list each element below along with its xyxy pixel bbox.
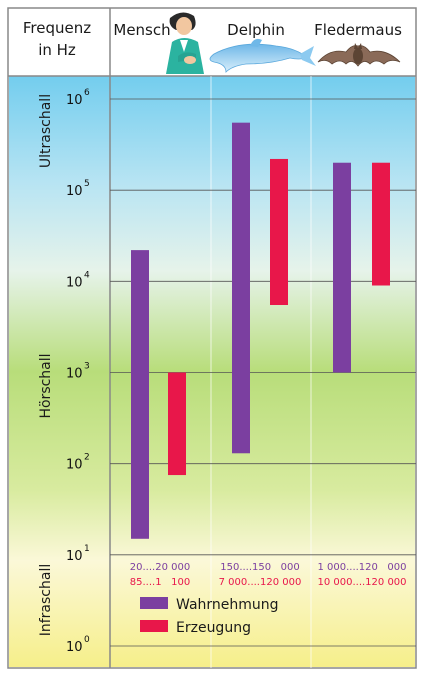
bar-erzeugung-mensch [168, 372, 186, 476]
band-label-hoerschall: Hörschall [38, 353, 54, 418]
bar-wahrnehmung-fledermaus [333, 162, 351, 373]
band-label-infraschall: Infraschall [38, 564, 54, 637]
range-label-wahrnehmung-mensch: 20....20 000 [130, 562, 190, 573]
range-labels: 20....20 000 150....150 000 1 000....120 0… [130, 562, 407, 588]
band-label-ultraschall: Ultraschall [38, 94, 54, 168]
category-label-mensch: Mensch [113, 21, 170, 39]
y-tick-exponent: 0 [84, 635, 90, 645]
bar-erzeugung-fledermaus [372, 162, 390, 286]
y-tick-exponent: 3 [84, 362, 90, 372]
range-label-wahrnehmung-fledermaus: 1 000....120 000 [317, 562, 406, 573]
range-label-erzeugung-mensch: 85....1 100 [130, 577, 190, 588]
legend-swatch-wahrnehmung [140, 597, 168, 609]
y-axis-title-line1: Frequenz [23, 19, 91, 37]
legend: Wahrnehmung Erzeugung [140, 597, 279, 636]
person-illustration [166, 12, 204, 74]
range-label-erzeugung-fledermaus: 10 000....120 000 [317, 577, 406, 588]
y-tick-exponent: 4 [84, 270, 90, 280]
range-label-wahrnehmung-delphin: 150....150 000 [220, 562, 300, 573]
legend-label-erzeugung: Erzeugung [176, 620, 251, 636]
y-tick-base: 10 [66, 184, 83, 199]
range-bars [131, 122, 390, 539]
y-tick-exponent: 5 [84, 179, 90, 189]
category-label-delphin: Delphin [227, 21, 285, 39]
y-tick-base: 10 [66, 275, 83, 290]
y-tick-base: 10 [66, 458, 83, 473]
y-tick-exponent: 2 [84, 453, 90, 463]
dolphin-illustration [209, 38, 316, 73]
y-axis-title-line2: in Hz [38, 41, 76, 59]
y-tick-base: 10 [66, 549, 83, 564]
legend-label-wahrnehmung: Wahrnehmung [176, 597, 279, 613]
y-tick-base: 10 [66, 93, 83, 108]
gridlines [110, 98, 416, 647]
bar-wahrnehmung-delphin [232, 122, 250, 454]
y-tick-base: 10 [66, 367, 83, 382]
bar-wahrnehmung-mensch [131, 250, 149, 539]
y-tick-exponent: 6 [84, 88, 90, 98]
y-tick-base: 10 [66, 640, 83, 655]
y-tick-exponent: 1 [84, 544, 90, 554]
bat-illustration [317, 43, 401, 67]
bar-erzeugung-delphin [270, 158, 288, 306]
range-label-erzeugung-delphin: 7 000....120 000 [219, 577, 302, 588]
legend-swatch-erzeugung [140, 620, 168, 632]
category-label-fledermaus: Fledermaus [314, 21, 402, 39]
